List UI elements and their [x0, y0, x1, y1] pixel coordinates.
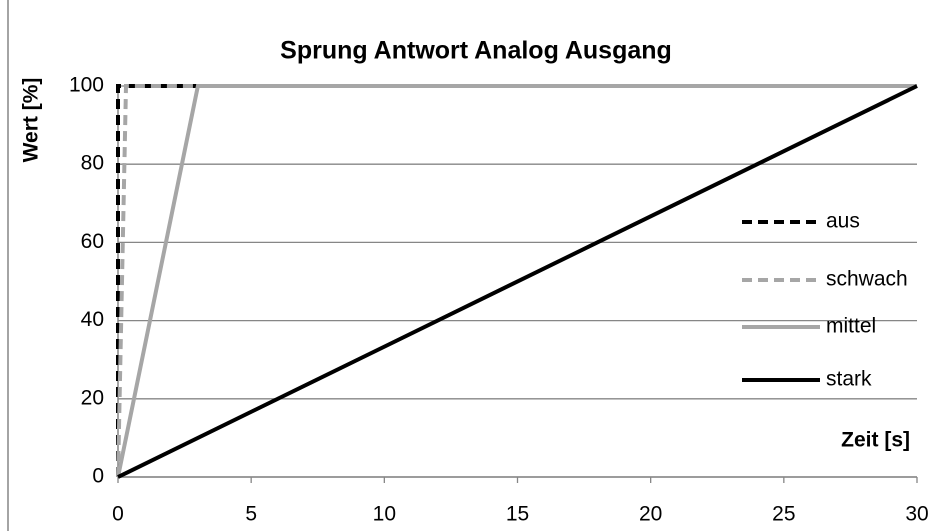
y-tick-label: 20 [81, 386, 104, 409]
legend-label: mittel [826, 315, 876, 338]
chart-border [7, 0, 9, 531]
x-tick-label: 15 [506, 503, 529, 526]
legend-label: schwach [826, 268, 908, 291]
x-axis-label: Zeit [s] [841, 429, 910, 452]
y-axis-label: Wert [%] [20, 78, 43, 163]
series-line [117, 84, 918, 479]
series-line [116, 84, 917, 478]
x-tick-label: 30 [905, 503, 928, 526]
legend-label: aus [826, 210, 860, 233]
y-tick-label: 60 [81, 230, 104, 253]
x-tick-label: 5 [245, 503, 257, 526]
x-tick-label: 0 [112, 503, 124, 526]
y-tick-label: 40 [81, 308, 104, 331]
legend-label: stark [826, 368, 872, 391]
y-tick-label: 80 [81, 152, 104, 175]
x-tick-label: 20 [639, 503, 662, 526]
series-line [116, 84, 917, 477]
x-tick-label: 10 [373, 503, 396, 526]
chart-title: Sprung Antwort Analog Ausgang [280, 37, 672, 65]
y-tick-label: 0 [92, 465, 104, 488]
x-tick-label: 25 [772, 503, 795, 526]
y-tick-label: 100 [69, 74, 104, 97]
